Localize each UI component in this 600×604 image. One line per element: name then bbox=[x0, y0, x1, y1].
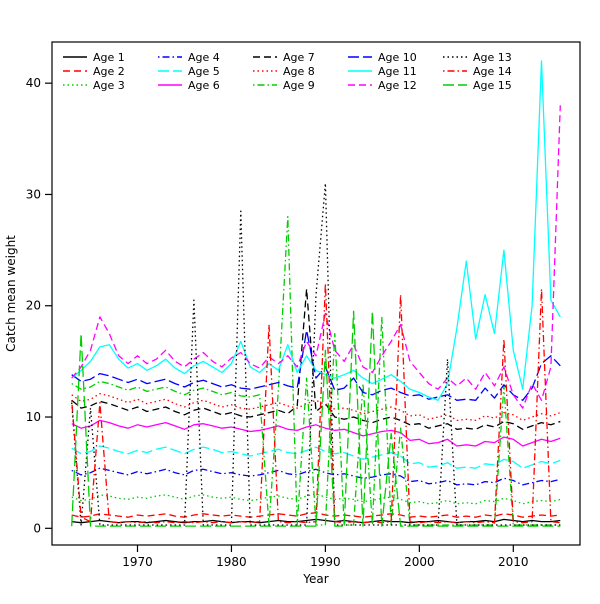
x-tick-label: 2010 bbox=[498, 555, 529, 569]
legend-entry-age-13: Age 13 bbox=[443, 51, 512, 64]
y-tick-label: 30 bbox=[26, 187, 41, 201]
legend-label: Age 4 bbox=[188, 51, 220, 64]
y-axis-title: Catch mean weight bbox=[4, 235, 18, 352]
series-line-age-7 bbox=[71, 288, 561, 430]
series-lines bbox=[71, 60, 561, 527]
legend-entry-age-14: Age 14 bbox=[443, 65, 512, 78]
legend-label: Age 2 bbox=[93, 65, 125, 78]
legend-label: Age 8 bbox=[283, 65, 315, 78]
legend-entry-age-4: Age 4 bbox=[158, 51, 220, 64]
legend-label: Age 10 bbox=[378, 51, 417, 64]
legend-entry-age-7: Age 7 bbox=[253, 51, 315, 64]
legend-label: Age 9 bbox=[283, 79, 315, 92]
y-tick-label: 40 bbox=[26, 76, 41, 90]
x-tick-label: 1970 bbox=[122, 555, 153, 569]
legend-label: Age 13 bbox=[473, 51, 512, 64]
legend-label: Age 3 bbox=[93, 79, 125, 92]
series-line-age-5 bbox=[71, 445, 561, 469]
legend-label: Age 14 bbox=[473, 65, 512, 78]
series-line-age-9 bbox=[71, 216, 561, 526]
legend-entry-age-6: Age 6 bbox=[158, 79, 220, 92]
y-tick-label: 10 bbox=[26, 410, 41, 424]
legend-entry-age-3: Age 3 bbox=[63, 79, 125, 92]
legend-entry-age-9: Age 9 bbox=[253, 79, 315, 92]
legend-entry-age-10: Age 10 bbox=[348, 51, 417, 64]
legend-entry-age-8: Age 8 bbox=[253, 65, 315, 78]
x-tick-label: 2000 bbox=[404, 555, 435, 569]
legend-label: Age 11 bbox=[378, 65, 417, 78]
y-tick-label: 20 bbox=[26, 299, 41, 313]
legend-label: Age 1 bbox=[93, 51, 125, 64]
legend-entry-age-2: Age 2 bbox=[63, 65, 125, 78]
y-tick-label: 0 bbox=[33, 521, 41, 535]
series-line-age-2 bbox=[71, 512, 561, 518]
series-line-age-11 bbox=[71, 60, 561, 401]
series-line-age-10 bbox=[71, 329, 561, 401]
legend-label: Age 6 bbox=[188, 79, 220, 92]
legend-label: Age 12 bbox=[378, 79, 417, 92]
series-line-age-13 bbox=[71, 182, 561, 526]
legend-entry-age-1: Age 1 bbox=[63, 51, 125, 64]
legend-label: Age 7 bbox=[283, 51, 315, 64]
axes: 0 10 20 30 40 1970 1980 1990 2000 2010 Year Catch m… bbox=[4, 41, 581, 586]
legend-label: Age 15 bbox=[473, 79, 512, 92]
legend-label: Age 5 bbox=[188, 65, 220, 78]
legend-entry-age-5: Age 5 bbox=[158, 65, 220, 78]
legend-entry-age-12: Age 12 bbox=[348, 79, 417, 92]
legend-entry-age-11: Age 11 bbox=[348, 65, 417, 78]
x-tick-label: 1990 bbox=[310, 555, 341, 569]
x-tick-label: 1980 bbox=[216, 555, 247, 569]
legend-entry-age-15: Age 15 bbox=[443, 79, 512, 92]
series-line-age-4 bbox=[71, 467, 561, 486]
series-line-age-12 bbox=[71, 105, 561, 409]
plot-border bbox=[51, 41, 581, 546]
series-line-age-6 bbox=[71, 419, 561, 447]
series-line-age-15 bbox=[71, 310, 561, 527]
x-axis-title: Year bbox=[302, 572, 328, 586]
